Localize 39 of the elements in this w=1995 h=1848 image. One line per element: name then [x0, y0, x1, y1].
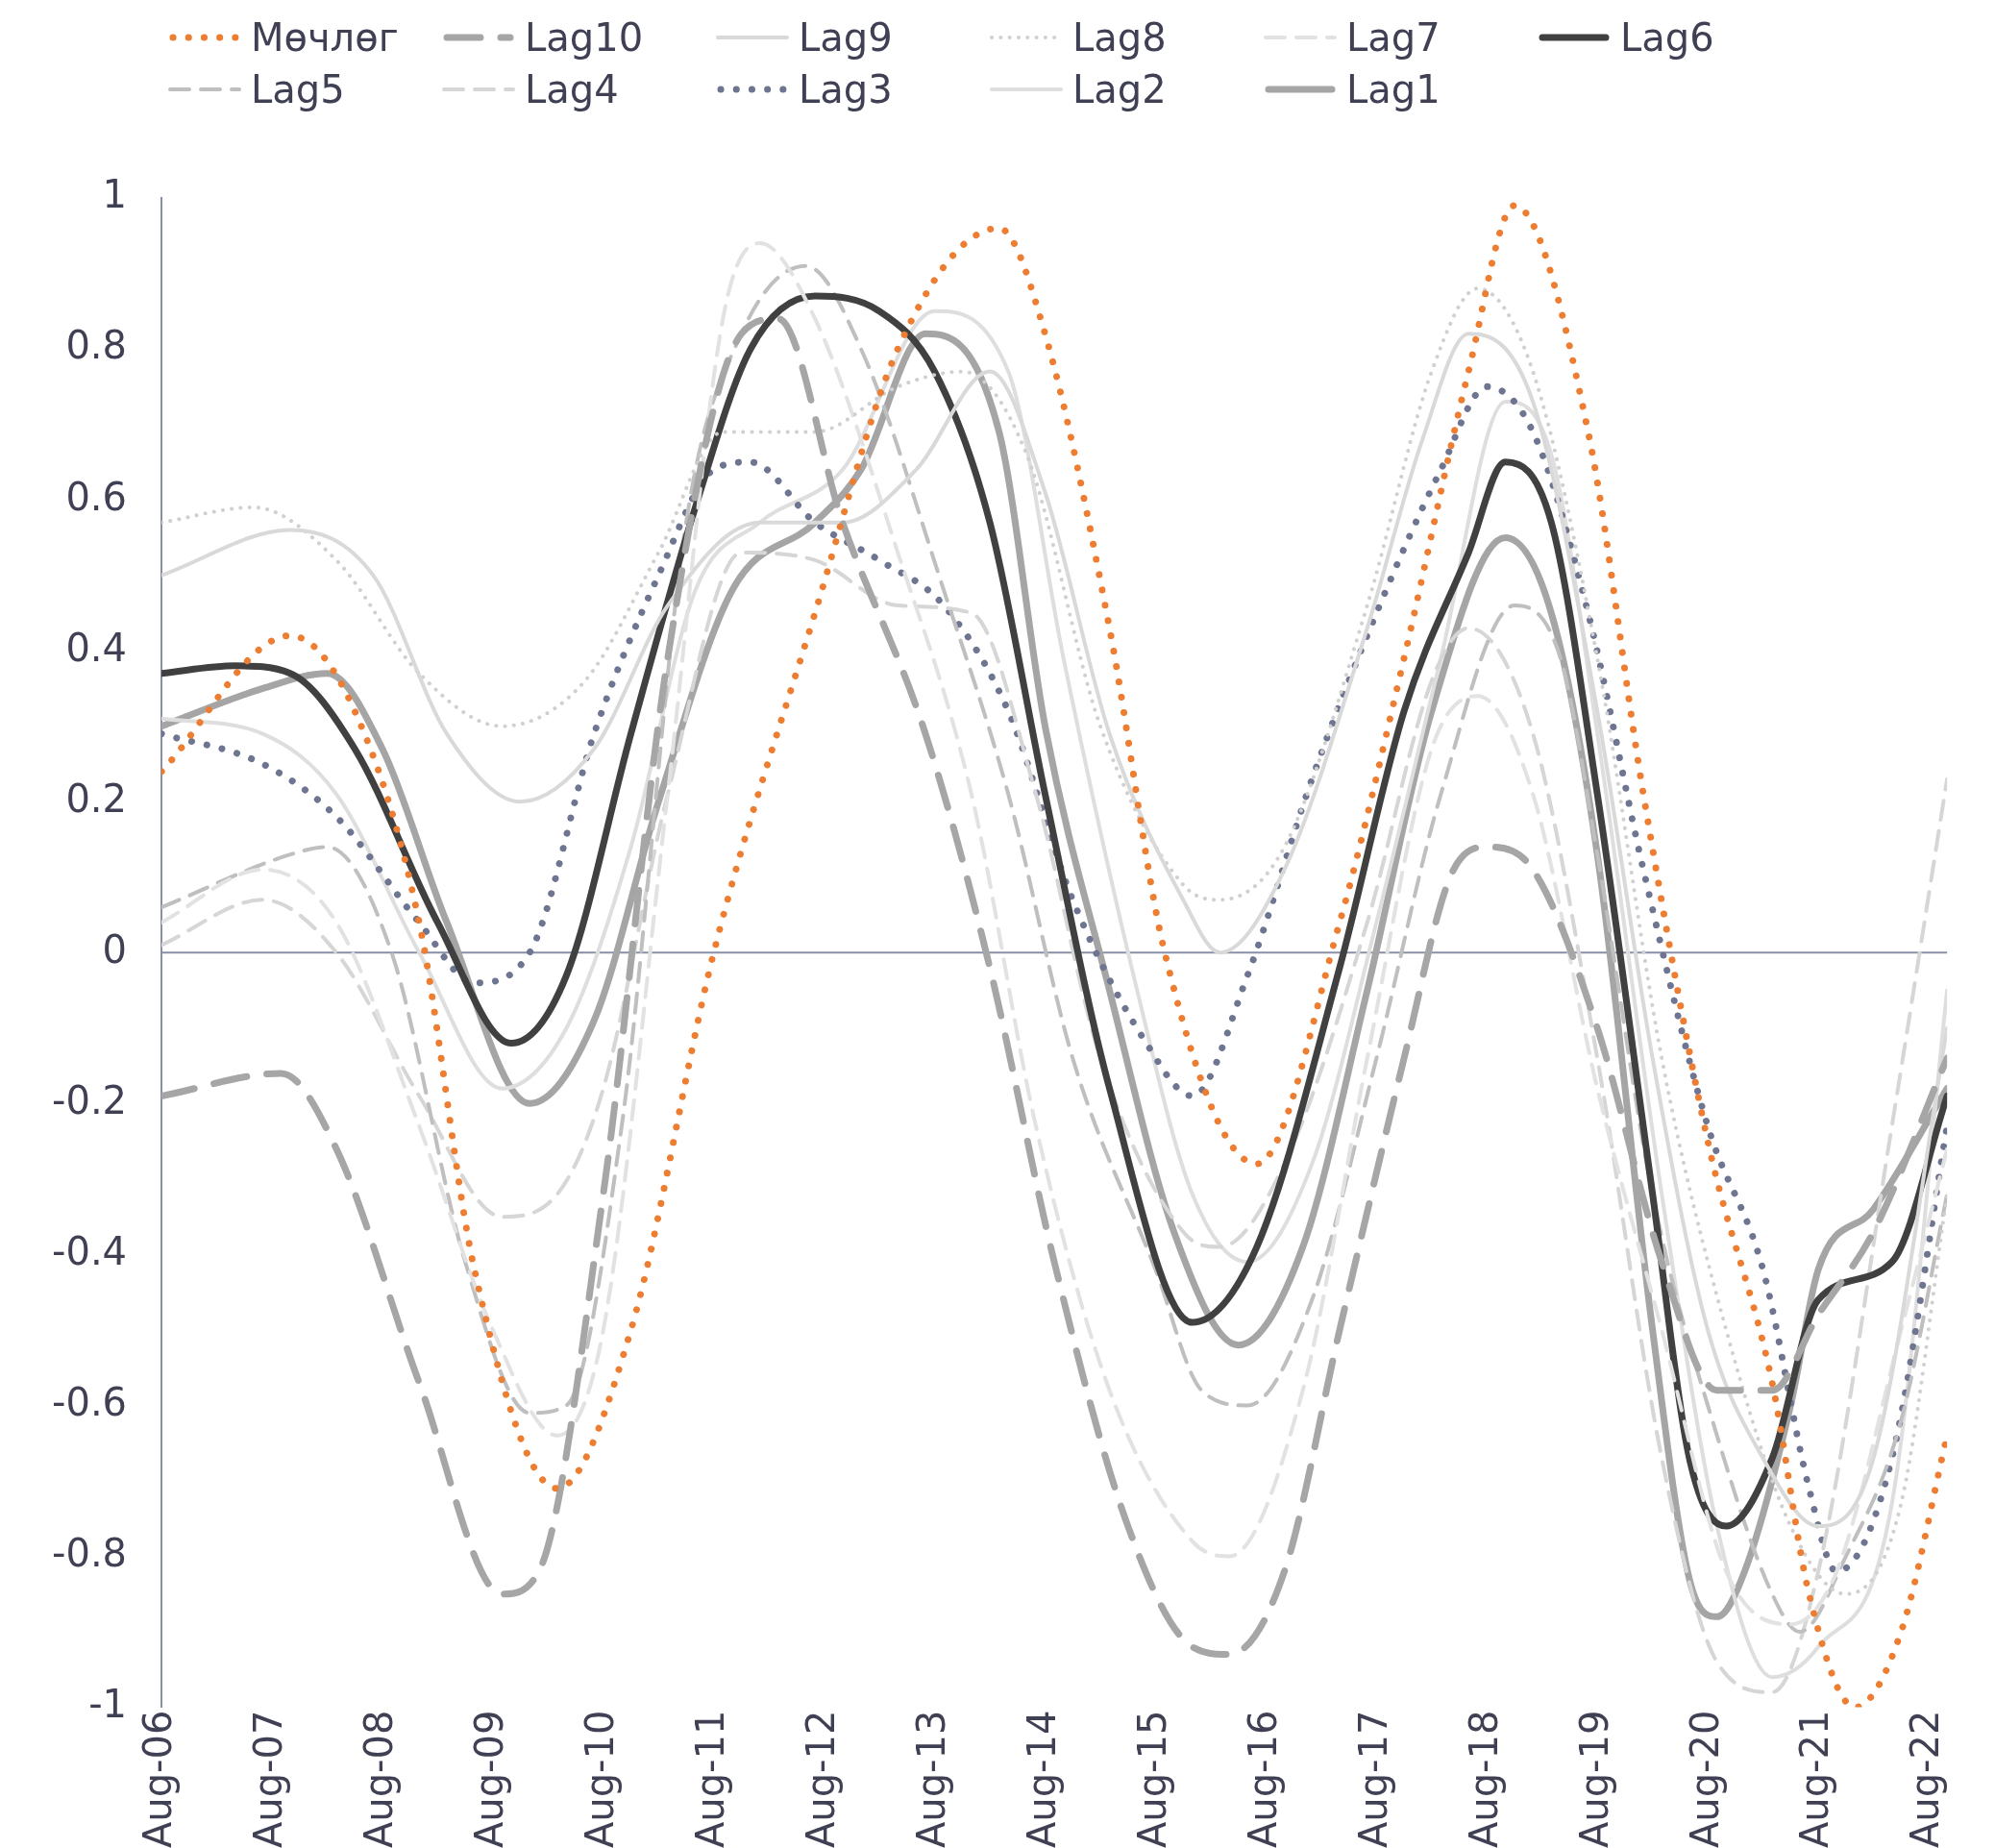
x-tick-label: Aug-19 [1571, 1710, 1616, 1848]
legend-label: Lag5 [251, 67, 345, 111]
y-tick-label: 0 [102, 926, 128, 972]
legend-label: Lag2 [1072, 67, 1167, 111]
x-tick-label: Aug-15 [1129, 1710, 1174, 1848]
legend-label: Lag9 [799, 15, 893, 60]
legend-label: Lag6 [1620, 15, 1714, 60]
y-tick-label: -0.4 [52, 1228, 128, 1273]
x-tick-label: Aug-17 [1350, 1710, 1395, 1848]
legend-label: Мөчлөг [251, 15, 399, 60]
legend-label: Lag8 [1072, 15, 1167, 60]
legend-label: Lag7 [1346, 15, 1441, 60]
y-tick-label: -0.6 [52, 1379, 128, 1424]
x-tick-label: Aug-22 [1903, 1710, 1948, 1848]
x-tick-label: Aug-11 [688, 1710, 733, 1848]
y-tick-label: 0.8 [65, 323, 128, 368]
y-tick-label: 0.4 [65, 625, 128, 670]
y-tick-label: 0.6 [65, 474, 128, 519]
x-tick-label: Aug-12 [799, 1710, 844, 1848]
x-tick-label: Aug-06 [135, 1710, 181, 1848]
x-tick-label: Aug-08 [357, 1710, 402, 1848]
legend-label: Lag3 [799, 67, 893, 111]
y-tick-label: 1 [102, 172, 128, 217]
x-tick-label: Aug-21 [1792, 1710, 1837, 1848]
y-tick-label: 0.2 [65, 776, 128, 821]
x-tick-label: Aug-20 [1682, 1710, 1727, 1848]
x-tick-label: Aug-14 [1019, 1710, 1064, 1848]
x-tick-label: Aug-10 [578, 1710, 623, 1848]
legend-label: Lag10 [525, 15, 644, 60]
x-tick-label: Aug-07 [246, 1710, 291, 1848]
legend-label: Lag4 [525, 67, 619, 111]
x-tick-label: Aug-13 [908, 1710, 953, 1848]
y-tick-label: -0.2 [52, 1077, 128, 1122]
x-tick-label: Aug-16 [1240, 1710, 1285, 1848]
y-tick-label: -1 [88, 1681, 128, 1726]
legend-label: Lag1 [1346, 67, 1441, 111]
x-tick-label: Aug-18 [1461, 1710, 1506, 1848]
y-tick-label: -0.8 [52, 1530, 128, 1575]
x-tick-label: Aug-09 [467, 1710, 512, 1848]
